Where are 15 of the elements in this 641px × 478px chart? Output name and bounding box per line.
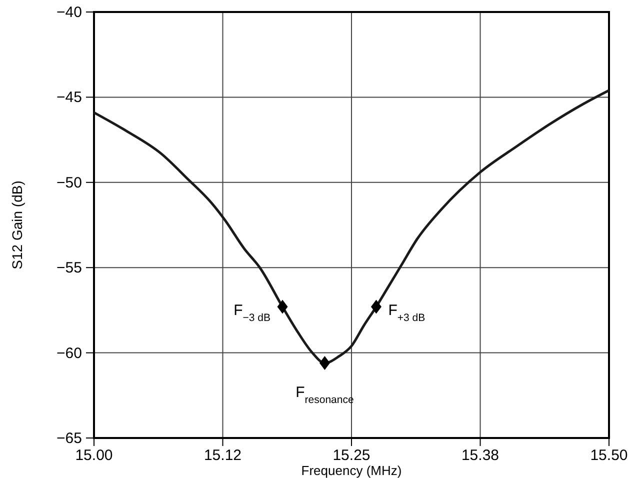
annotation: F$_{−3 dB}$	[234, 302, 270, 324]
y-tick-label: −65	[56, 430, 82, 447]
y-axis-title: S12 Gain (dB)	[9, 180, 25, 270]
y-tick-label: −55	[56, 260, 82, 277]
x-tick-label: 15.00	[75, 447, 113, 464]
x-tick-label: 15.25	[332, 447, 370, 464]
y-tick-label: −50	[56, 174, 82, 192]
x-tick-label: 15.38	[461, 447, 500, 464]
x-tick-label: 15.50	[590, 447, 628, 464]
x-tick-label: 15.12	[204, 447, 242, 464]
annotation: F$_{+3 dB}$	[388, 302, 426, 324]
x-axis-title: Frequency (MHz)	[301, 463, 402, 478]
y-tick-label: −45	[56, 89, 82, 106]
y-tick-label: −60	[56, 344, 82, 362]
y-tick-label: −40	[56, 4, 82, 21]
